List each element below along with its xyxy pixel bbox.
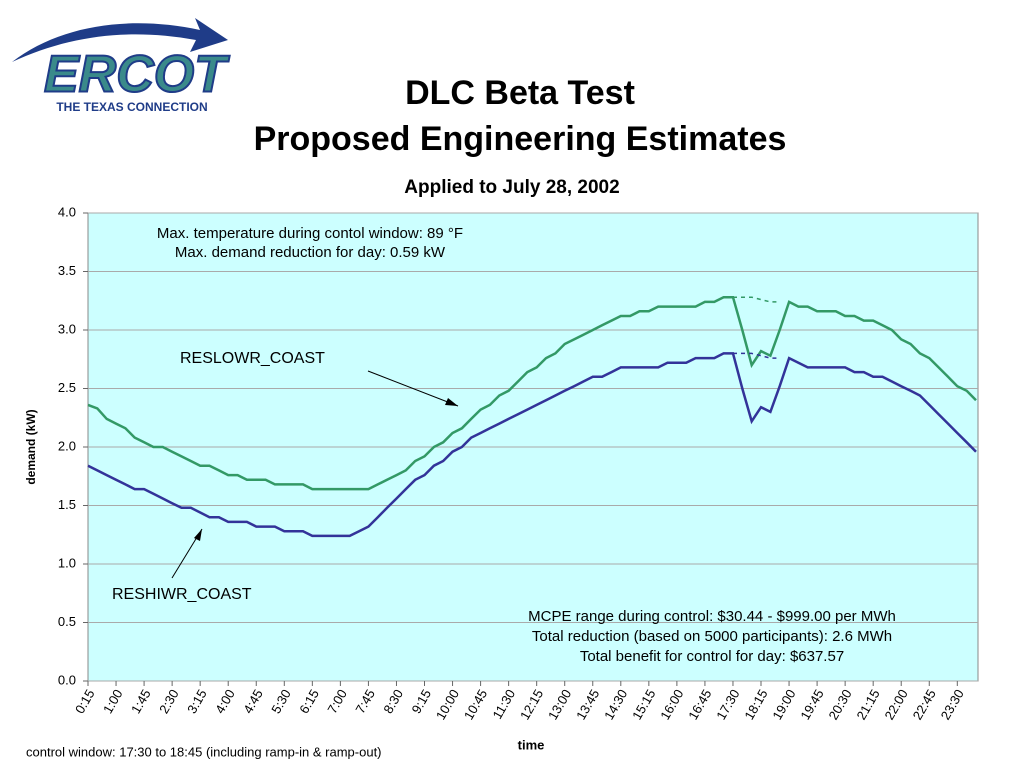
x-tick-label: 0:15 bbox=[72, 687, 98, 716]
x-tick-label: 19:00 bbox=[769, 687, 798, 723]
series-line bbox=[87, 295, 977, 491]
x-tick-label: 4:45 bbox=[240, 687, 266, 716]
x-tick-label: 18:15 bbox=[741, 687, 770, 723]
x-tick-label: 1:00 bbox=[100, 687, 126, 716]
x-tick-label: 12:15 bbox=[517, 687, 546, 723]
x-tick-label: 13:00 bbox=[545, 687, 574, 723]
note: Max. temperature during contol window: 8… bbox=[157, 225, 463, 242]
note: Total benefit for control for day: $637.… bbox=[580, 648, 844, 665]
logo-swoosh bbox=[12, 18, 228, 62]
x-tick-label: 21:15 bbox=[853, 687, 882, 723]
x-tick-label: 13:45 bbox=[573, 687, 602, 723]
y-tick-label: 4.0 bbox=[58, 204, 76, 219]
y-tick-label: 2.0 bbox=[58, 438, 76, 453]
x-tick-label: 10:45 bbox=[461, 687, 490, 723]
y-tick-label: 1.0 bbox=[58, 555, 76, 570]
x-tick-label: 11:30 bbox=[489, 687, 518, 722]
title-line: DLC Beta Test bbox=[405, 74, 635, 112]
y-tick-label: 2.5 bbox=[58, 380, 76, 395]
x-tick-label: 17:30 bbox=[713, 687, 742, 723]
title-line: Proposed Engineering Estimates bbox=[254, 120, 787, 158]
footnote: control window: 17:30 to 18:45 (includin… bbox=[26, 744, 382, 759]
x-tick-label: 1:45 bbox=[128, 687, 154, 716]
pointer-head bbox=[445, 398, 458, 406]
x-tick-label: 3:15 bbox=[184, 687, 210, 716]
y-tick-label: 1.5 bbox=[58, 497, 76, 512]
y-tick-label: 3.0 bbox=[58, 321, 76, 336]
series-line bbox=[87, 352, 977, 538]
pointer-head bbox=[194, 529, 202, 541]
x-tick-label: 9:15 bbox=[408, 687, 434, 716]
x-tick-label: 15:15 bbox=[629, 687, 658, 723]
x-tick-label: 20:30 bbox=[825, 687, 854, 723]
note: Max. demand reduction for day: 0.59 kW bbox=[175, 244, 446, 261]
x-tick-label: 6:15 bbox=[296, 687, 322, 716]
x-tick-label: 22:45 bbox=[910, 687, 939, 723]
pointer bbox=[367, 370, 459, 407]
note: MCPE range during control: $30.44 - $999… bbox=[528, 608, 896, 625]
x-tick-label: 19:45 bbox=[797, 687, 826, 723]
x-tick-label: 7:00 bbox=[324, 687, 350, 716]
subtitle: Applied to July 28, 2002 bbox=[404, 177, 619, 198]
x-tick-label: 14:30 bbox=[601, 687, 630, 723]
x-tick-label: 5:30 bbox=[268, 687, 294, 716]
y-axis-label: demand (kW) bbox=[24, 409, 38, 484]
note: Total reduction (based on 5000 participa… bbox=[532, 628, 892, 645]
x-tick-label: 10:00 bbox=[433, 687, 462, 723]
x-tick-label: 7:45 bbox=[352, 687, 378, 716]
series-label: RESHIWR_COAST bbox=[112, 586, 252, 603]
y-tick-label: 3.5 bbox=[58, 263, 76, 278]
x-tick-label: 16:45 bbox=[685, 687, 714, 723]
y-tick-label: 0.5 bbox=[58, 614, 76, 629]
series-label: RESLOWR_COAST bbox=[180, 350, 325, 367]
logo-name: ERCOT bbox=[44, 46, 230, 104]
y-tick-label: 0.0 bbox=[58, 672, 76, 687]
logo-tagline: THE TEXAS CONNECTION bbox=[56, 100, 207, 114]
x-tick-label: 2:30 bbox=[156, 687, 182, 716]
x-tick-label: 23:30 bbox=[938, 687, 967, 723]
x-tick-label: 22:00 bbox=[882, 687, 911, 723]
x-tick-label: 16:00 bbox=[657, 687, 686, 723]
x-axis-label: time bbox=[518, 737, 545, 752]
x-tick-label: 8:30 bbox=[380, 687, 406, 716]
x-tick-label: 4:00 bbox=[212, 687, 238, 716]
